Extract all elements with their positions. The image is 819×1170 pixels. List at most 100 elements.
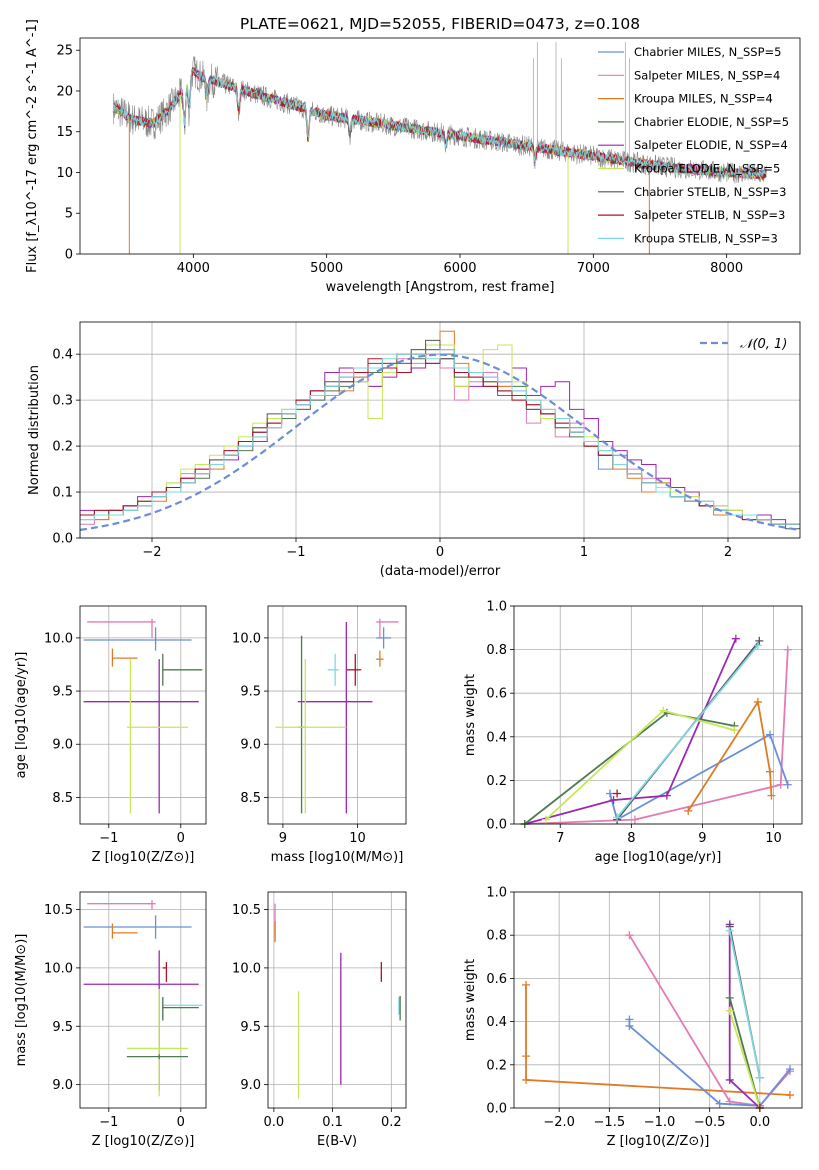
y-tick-label: 10.5 [44,903,73,918]
weight-marker [522,1075,531,1084]
x-axis-label: Z [log10(Z/Z⊙)] [92,1134,195,1149]
weight-line [609,733,789,821]
x-tick-label: −1 [286,545,305,560]
weight-marker [684,806,693,815]
x-tick-label: −0.5 [694,1115,726,1130]
histogram-step [80,349,800,538]
y-tick-label: 0.8 [486,929,507,944]
weights-weight-vs-age [520,634,792,828]
y-tick-label: 0.0 [52,532,73,547]
weight-marker [755,1073,764,1082]
model-spectrum-line [113,68,767,181]
x-tick-label: −1 [99,1115,118,1130]
y-tick-label: 0.4 [486,1015,507,1030]
plot-title: PLATE=0621, MJD=52055, FIBERID=0473, z=0… [240,15,640,33]
x-tick-label: 9 [279,831,287,846]
x-axis-label: Z [log10(Z/Z⊙)] [607,1134,710,1149]
weight-marker [606,789,614,798]
histograms [80,330,800,538]
weight-line [728,1010,761,1109]
y-axis-label: mass weight [463,674,478,756]
x-tick-label: 5000 [310,261,343,276]
weight-marker [613,789,622,798]
weight-marker [662,791,671,800]
weight-marker [755,636,764,645]
y-tick-label: 8.5 [52,791,73,806]
y-tick-label: 1.0 [486,600,507,615]
x-tick-label: −2.0 [543,1115,575,1130]
weight-marker [659,706,668,715]
x-tick-label: 0.1 [322,1115,343,1130]
weight-marker [730,726,739,735]
weight-marker [609,796,618,805]
weight-marker [630,815,639,824]
x-tick-label: −2 [142,545,161,560]
weight-marker [725,993,734,1002]
errorbars-age-vs-Z [83,618,203,814]
y-axis-label: mass [log10(M/M⊙)] [14,934,29,1067]
age-vs-mass-frame [267,605,407,825]
y-tick-label: 0.0 [486,818,507,833]
weight-marker [785,1091,794,1100]
weight-line [728,930,761,1078]
axes-mass-vs-Z: −1 0 9.0 9.5 10.0 10.5 [44,892,206,1130]
axes-age-vs-mass: 9 10 8.5 9.0 9.5 10.0 [232,606,406,846]
x-tick-label: 0.0 [750,1115,771,1130]
x-axis-label: age [log10(age/yr)] [595,850,722,865]
x-tick-label: 0 [177,1115,185,1130]
y-tick-label: 10.5 [232,903,261,918]
x-tick-label: −1.0 [644,1115,676,1130]
y-tick-label: 9.0 [240,738,261,753]
x-tick-label: 10 [349,831,366,846]
y-tick-label: 9.5 [52,685,73,700]
weight-marker [522,980,531,989]
weight-marker [753,697,762,706]
weight-marker [753,641,762,650]
weight-marker [783,780,792,789]
axes-spectrum: 4000 5000 6000 7000 8000 0 5 10 15 20 25 [56,44,743,276]
mass-vs-ebv-frame [267,891,407,1109]
x-tick-label: −1.5 [594,1115,626,1130]
y-tick-label: 9.0 [52,738,73,753]
axes-weight-vs-Z: −2.0 −1.5 −1.0 −0.5 0.0 0.0 0.2 0.4 0.6 0.8 1.0 [486,886,802,1130]
x-tick-label: 8 [627,831,635,846]
y-tick-label: 1.0 [486,886,507,901]
legend-label: Salpeter STELIB, N_SSP=3 [634,208,785,222]
mass-vs-Z-frame [79,891,207,1109]
x-tick-label: 0 [436,545,444,560]
weight-marker [766,767,774,776]
y-tick-label: 9.0 [240,1078,261,1093]
x-tick-label: 0 [177,831,185,846]
x-tick-label: 8000 [710,261,743,276]
weights-weight-vs-Z [522,920,794,1112]
y-tick-label: 0.4 [486,730,507,745]
y-axis-label: mass weight [463,959,478,1041]
axes-weight-vs-age: 7 8 9 10 0.0 0.2 0.4 0.6 0.8 1.0 [486,600,802,846]
weight-marker [776,780,785,789]
y-tick-label: 8.5 [240,791,261,806]
x-axis-label: E(B-V) [317,1134,357,1149]
x-tick-label: 7 [556,831,564,846]
x-tick-label: 0.2 [381,1115,402,1130]
y-tick-label: 0.3 [52,394,73,409]
y-tick-label: 25 [56,44,73,59]
weight-marker [783,645,792,654]
x-axis-label: (data-model)/error [380,564,501,579]
legend-label: Kroupa MILES, N_SSP=4 [634,92,773,106]
y-tick-label: 9.5 [52,1020,73,1035]
errorbars-age-vs-mass [275,618,399,814]
weight-line [524,711,735,825]
y-tick-label: 0.4 [52,348,73,363]
axes-age-vs-Z: −1 0 8.5 9.0 9.5 10.0 [44,606,206,846]
axes-residuals: −2 −1 0 1 2 0.0 0.1 0.2 0.3 0.4 [52,322,800,560]
x-tick-label: 2 [724,545,732,560]
y-tick-label: 10.0 [232,631,261,646]
legend-label: 𝒩(0, 1) [740,337,787,352]
spectrum-frame [79,37,801,255]
y-tick-label: 10.0 [44,631,73,646]
legend-label: Salpeter MILES, N_SSP=4 [634,68,780,82]
x-tick-label: 10 [765,831,782,846]
y-tick-label: 0.1 [52,486,73,501]
x-tick-label: 7000 [577,261,610,276]
weight-line [525,984,791,1096]
